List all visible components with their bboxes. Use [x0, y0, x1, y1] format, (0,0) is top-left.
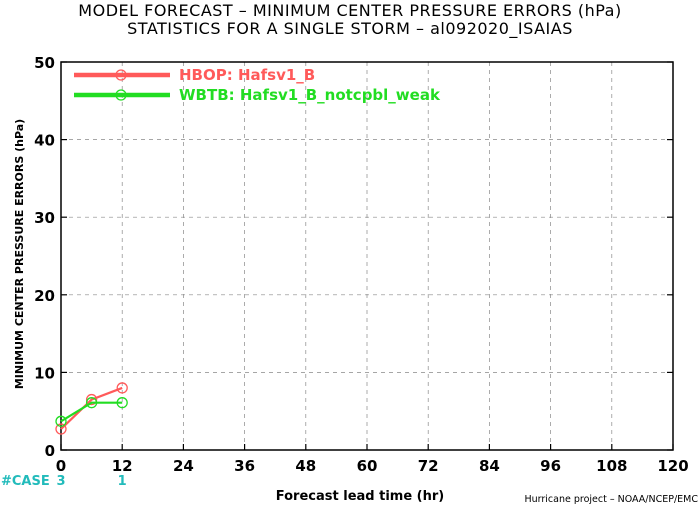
series-2-point	[55, 415, 67, 427]
y-tick-label: 40	[34, 132, 55, 150]
x-tick-labels: 0 12 24 36 48 60 72 84 96 108 120	[56, 457, 689, 475]
series-1-point	[116, 382, 128, 394]
x-tick-label: 0	[56, 457, 66, 475]
y-tick-label: 10	[34, 364, 55, 382]
y-tick-label: 30	[34, 209, 55, 227]
y-axis-label: MINIMUM CENTER PRESSURE ERRORS (hPa)	[13, 119, 26, 389]
series-2-point	[116, 397, 128, 409]
x-tick-label: 108	[596, 457, 627, 475]
y-tick-label: 20	[34, 287, 55, 305]
series-1-point	[55, 423, 67, 435]
axis-tick-marks	[60, 61, 674, 451]
legend: HBOP: Hafsv1_B WBTB: Hafsv1_B_notcpbl_wea…	[74, 66, 441, 104]
grid-lines	[61, 62, 673, 450]
x-axis-label: Forecast lead time (hr)	[276, 489, 444, 504]
x-tick-label: 48	[295, 457, 316, 475]
series-1-point	[85, 393, 98, 406]
x-tick-label: 96	[540, 457, 561, 475]
series-line-1	[60, 386, 123, 430]
y-tick-labels: 0 10 20 30 40 50	[34, 54, 55, 460]
case-count: 3	[56, 474, 65, 489]
series-2-point	[85, 397, 98, 409]
series-layer	[55, 382, 128, 435]
series-line-2	[60, 401, 123, 423]
y-tick-label: 50	[34, 54, 55, 72]
x-tick-label: 36	[234, 457, 255, 475]
case-label: #CASE	[1, 474, 50, 489]
x-tick-label: 24	[173, 457, 194, 475]
x-tick-label: 84	[479, 457, 500, 475]
chart-title-line2: STATISTICS FOR A SINGLE STORM – al092020…	[127, 19, 573, 39]
x-tick-label: 12	[112, 457, 133, 475]
x-tick-label: 120	[657, 457, 688, 475]
x-tick-label: 60	[357, 457, 378, 475]
case-count-row: #CASE 3 1	[1, 474, 127, 489]
y-tick-label: 0	[45, 442, 55, 460]
legend-marker-2	[115, 89, 127, 101]
chart-title-line1: MODEL FORECAST – MINIMUM CENTER PRESSURE…	[78, 1, 621, 20]
legend-label-1: HBOP: Hafsv1_B	[179, 66, 315, 84]
credit-label: Hurricane project – NOAA/NCEP/EMC	[524, 494, 698, 505]
case-count: 1	[118, 474, 127, 489]
legend-marker-1	[115, 69, 127, 81]
x-tick-label: 72	[418, 457, 439, 475]
legend-label-2: WBTB: Hafsv1_B_notcpbl_weak	[179, 86, 441, 104]
